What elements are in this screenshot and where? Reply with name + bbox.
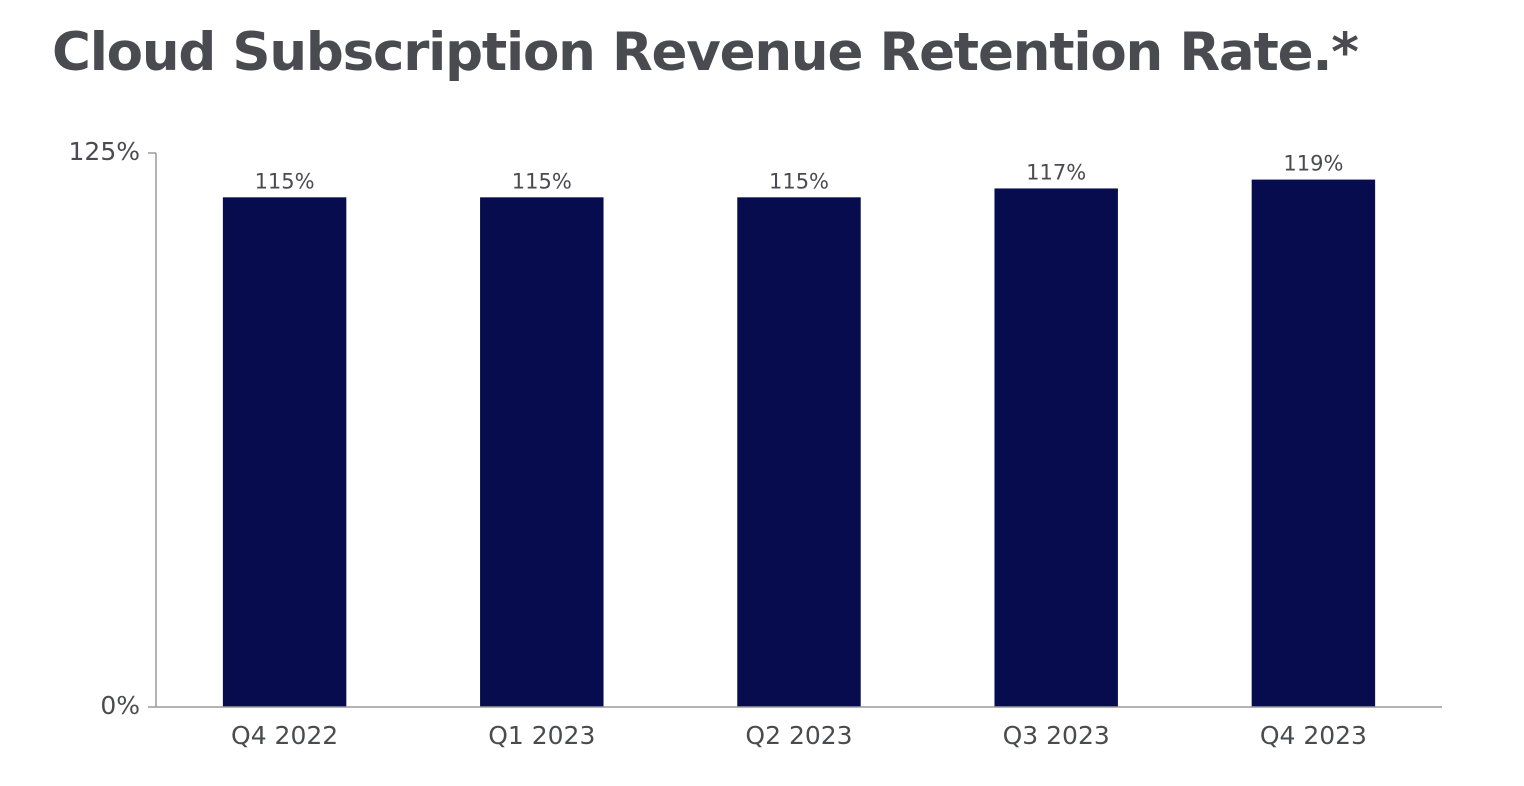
- chart-title: Cloud Subscription Revenue Retention Rat…: [52, 22, 1359, 83]
- x-tick-label: Q3 2023: [1003, 721, 1110, 750]
- bars: [222, 179, 1376, 708]
- bar: [1251, 179, 1376, 708]
- x-tick-label: Q2 2023: [745, 721, 852, 750]
- y-tick-label: 125%: [69, 137, 140, 166]
- bar-data-label: 115%: [255, 169, 315, 193]
- bar-data-label: 115%: [769, 169, 829, 193]
- bar-data-label: 119%: [1283, 152, 1343, 176]
- bar-data-label: 115%: [512, 169, 572, 193]
- bar: [480, 197, 604, 707]
- bar: [737, 197, 861, 707]
- bar-data-label: 117%: [1026, 160, 1086, 184]
- data-labels: 115% 115% 115% 117% 119%: [255, 152, 1344, 194]
- x-axis: Q4 2022 Q1 2023 Q2 2023 Q3 2023 Q4 2023: [156, 706, 1442, 750]
- x-tick-label: Q4 2022: [231, 721, 338, 750]
- y-tick-label: 0%: [100, 691, 140, 720]
- x-tick-label: Q4 2023: [1260, 721, 1367, 750]
- bar: [994, 188, 1118, 707]
- y-axis: 0% 125%: [69, 137, 157, 720]
- bar: [222, 197, 347, 707]
- x-tick-label: Q1 2023: [488, 721, 595, 750]
